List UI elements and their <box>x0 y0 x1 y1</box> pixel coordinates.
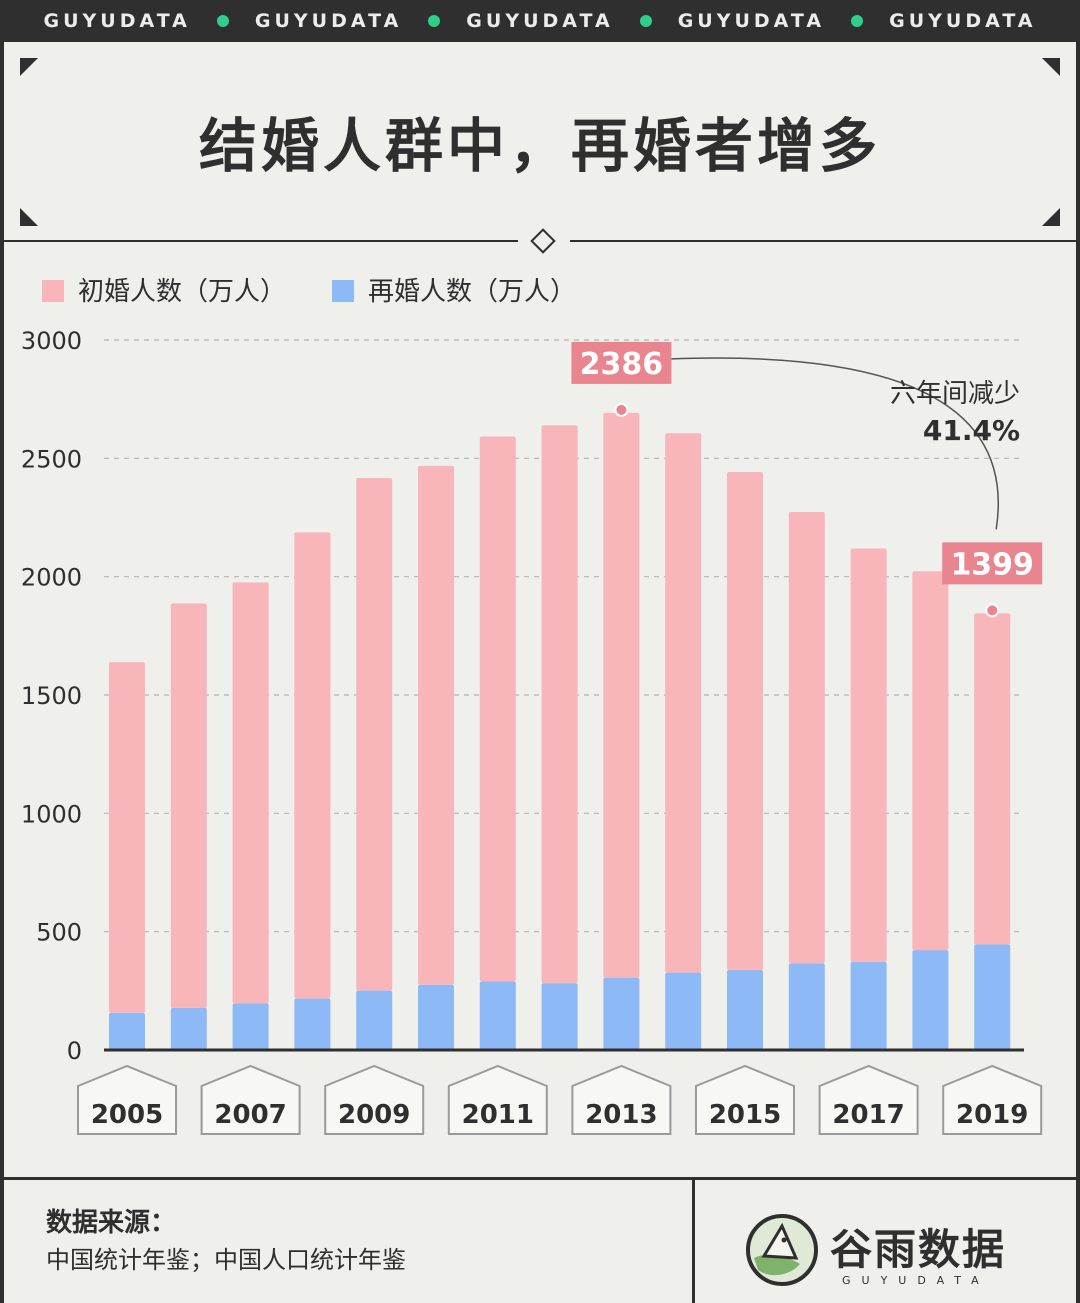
bar-segment <box>727 970 763 1050</box>
banner-text: GUYUDATA <box>43 10 191 32</box>
bar-segment <box>356 477 393 991</box>
y-tick-label: 2500 <box>21 445 82 473</box>
legend-swatch <box>332 280 354 302</box>
value-marker <box>985 603 1000 618</box>
y-tick-label: 1500 <box>21 682 82 710</box>
x-tick-tag <box>818 1064 919 1135</box>
value-label-box <box>571 341 672 384</box>
divider <box>4 240 518 242</box>
footer-divider <box>4 1177 1076 1180</box>
x-tick-tag <box>695 1064 795 1135</box>
y-tick-label: 500 <box>36 919 82 947</box>
bar-segment <box>665 433 702 973</box>
x-tick-tag <box>571 1064 672 1135</box>
bar-segment <box>170 603 207 1008</box>
bar-segment <box>232 582 269 1004</box>
y-tick-label: 1000 <box>21 800 82 828</box>
bar-segment <box>912 950 949 1050</box>
bar-segment <box>356 990 393 1050</box>
trend-connector <box>671 357 999 530</box>
dot-icon <box>216 15 229 27</box>
x-tick-label: 2017 <box>832 1100 904 1130</box>
logo-subtitle: GUYUDATA <box>842 1274 990 1287</box>
x-tick-label: 2007 <box>214 1100 286 1130</box>
corner-top-left-icon <box>20 58 38 76</box>
chart-card: 结婚人群中，再婚者增多 0 500 1000 1500 2000 2500 3000 初婚人数… <box>4 42 1076 1303</box>
corner-top-right-icon <box>1042 58 1060 76</box>
value-label: 2386 <box>580 347 664 382</box>
bar-segment <box>974 613 1011 945</box>
y-tick-label: 0 <box>67 1037 82 1065</box>
bar-segment <box>294 532 331 999</box>
change-annotation-text: 六年间减少 <box>890 379 1020 409</box>
dot-icon <box>639 15 652 27</box>
x-tick-label: 2015 <box>709 1100 781 1130</box>
x-tick-tag <box>200 1064 301 1135</box>
source-label: 数据来源： <box>46 1208 177 1238</box>
dot-icon <box>428 15 441 27</box>
value-label: 1399 <box>950 547 1034 582</box>
corner-bottom-left-icon <box>20 208 38 226</box>
x-tick-label: 2009 <box>338 1100 410 1130</box>
legend-label: 再婚人数（万人） <box>368 277 576 307</box>
x-tick-label: 2019 <box>956 1100 1028 1130</box>
bar-segment <box>541 425 578 984</box>
bar-segment <box>665 972 702 1050</box>
bar-segment <box>418 984 454 1050</box>
corner-bottom-right-icon <box>1042 208 1060 226</box>
dot-icon <box>851 15 864 27</box>
legend-label: 初婚人数（万人） <box>78 277 286 307</box>
footer-divider-vertical <box>692 1179 695 1303</box>
divider <box>570 240 1076 242</box>
bar-segment <box>479 436 516 982</box>
guyu-logo-icon <box>746 1214 818 1286</box>
source-text: 中国统计年鉴；中国人口统计年鉴 <box>46 1246 406 1274</box>
banner-text: GUYUDATA <box>254 10 403 32</box>
bar-segment <box>294 998 331 1050</box>
bar-segment <box>418 465 454 985</box>
bar-chart: 0 500 1000 1500 2000 2500 3000 初婚人数（万人） 再婚人数（万人）… <box>21 277 1043 1135</box>
banner-text: GUYUDATA <box>677 10 826 32</box>
bar-segment <box>603 412 640 978</box>
top-banner: GUYUDATA GUYUDATA GUYUDATA GUYUDATA GUYU… <box>0 0 1080 42</box>
value-label-box <box>942 542 1043 585</box>
bar-segment <box>232 1003 269 1050</box>
bar-segment <box>109 1012 145 1050</box>
title-box: 结婚人群中，再婚者增多 <box>4 42 1076 240</box>
bar-segment <box>974 944 1011 1050</box>
y-tick-label: 2000 <box>21 564 82 592</box>
bar-segment <box>479 981 516 1050</box>
chart-title: 结婚人群中，再婚者增多 <box>198 112 881 180</box>
bar-segment <box>788 963 825 1050</box>
change-annotation-value: 41.4% <box>923 414 1020 447</box>
banner-text: GUYUDATA <box>889 10 1037 32</box>
bar-segment <box>727 472 763 971</box>
bar-segment <box>850 961 887 1050</box>
bar-segment <box>912 571 949 951</box>
x-tick-label: 2005 <box>91 1100 163 1130</box>
x-tick-tag <box>447 1064 548 1135</box>
bar-segment <box>850 548 887 962</box>
y-tick-label: 3000 <box>21 327 82 355</box>
x-tick-tag <box>942 1064 1043 1135</box>
legend-swatch <box>42 280 64 302</box>
bar-segment <box>603 977 640 1050</box>
banner-text: GUYUDATA <box>466 10 614 32</box>
value-marker <box>614 402 629 417</box>
x-tick-label: 2013 <box>585 1100 657 1130</box>
x-tick-tag <box>324 1064 425 1135</box>
x-tick-label: 2011 <box>462 1100 534 1130</box>
bar-segment <box>541 983 578 1050</box>
x-tick-tag <box>77 1064 177 1135</box>
logo-name: 谷雨数据 <box>830 1225 1007 1274</box>
bar-segment <box>170 1007 207 1050</box>
bar-segment <box>788 512 825 964</box>
bar-segment <box>109 662 145 1013</box>
